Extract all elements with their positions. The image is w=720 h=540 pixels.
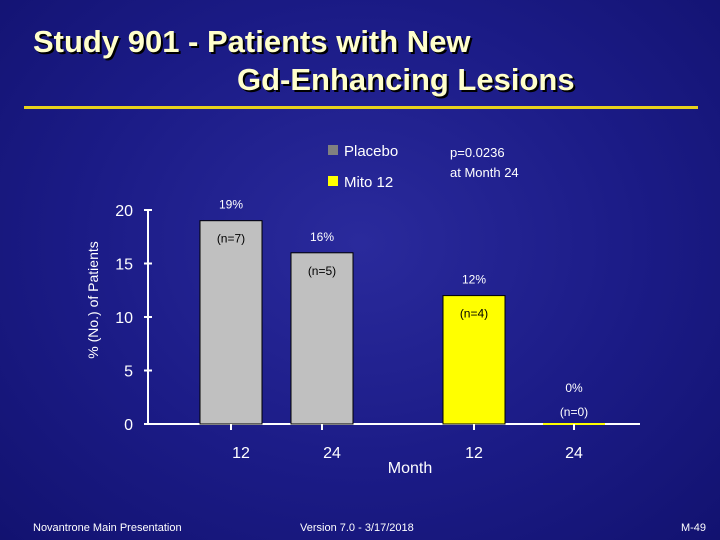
x-tick-label: 12: [465, 445, 483, 462]
title-line-2: Gd-Enhancing Lesions: [237, 62, 575, 97]
footer-version: Version 7.0 - 3/17/2018: [300, 522, 414, 534]
p-value-annotation: p=0.0236: [450, 145, 505, 160]
bar-percent-label: 19%: [219, 198, 243, 212]
legend-label-mito: Mito 12: [344, 174, 393, 191]
y-axis-label: % (No.) of Patients: [85, 241, 101, 359]
bar-placebo-month-24: [290, 252, 354, 425]
title-divider: [24, 106, 698, 109]
bar-percent-label: 0%: [565, 381, 583, 395]
legend-label-placebo: Placebo: [344, 143, 398, 160]
x-axis-label: Month: [388, 460, 432, 477]
legend-swatch-placebo: [328, 145, 338, 155]
bar-placebo-month-12: [199, 220, 263, 425]
y-tick-label: 10: [115, 310, 133, 327]
bar-count-label: (n=5): [308, 264, 336, 278]
y-tick-label: 5: [124, 364, 133, 381]
p-value-month-annotation: at Month 24: [450, 165, 519, 180]
y-tick-label: 0: [124, 417, 133, 434]
legend-swatch-mito: [328, 176, 338, 186]
y-tick-label: 15: [115, 257, 133, 274]
footer-slide-number: M-49: [680, 522, 706, 534]
bar-mito-month-12: [442, 295, 506, 425]
x-tick-label: 24: [323, 445, 341, 462]
x-tick-label: 12: [232, 445, 250, 462]
bar-count-label: (n=0): [560, 405, 588, 419]
footer-presentation-name: Novantrone Main Presentation: [33, 522, 182, 534]
y-tick-label: 20: [115, 203, 133, 220]
title-line-1: Study 901 - Patients with New: [33, 24, 471, 59]
bar-percent-label: 16%: [310, 230, 334, 244]
x-tick-label: 24: [565, 445, 583, 462]
bar-count-label: (n=7): [217, 232, 245, 246]
bar-count-label: (n=4): [460, 307, 488, 321]
bar-percent-label: 12%: [462, 273, 486, 287]
slide-title: Study 901 - Patients with New Gd-Enhanci…: [0, 0, 720, 110]
